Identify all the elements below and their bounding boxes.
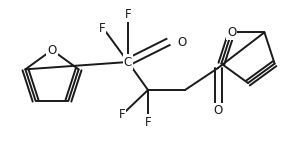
Text: O: O — [227, 26, 236, 39]
Text: C: C — [124, 56, 132, 69]
Text: O: O — [47, 44, 56, 57]
Text: F: F — [119, 109, 125, 122]
Text: F: F — [125, 7, 131, 20]
Text: F: F — [145, 115, 151, 128]
Text: O: O — [214, 104, 223, 117]
Text: O: O — [177, 36, 187, 49]
Text: F: F — [99, 21, 105, 35]
